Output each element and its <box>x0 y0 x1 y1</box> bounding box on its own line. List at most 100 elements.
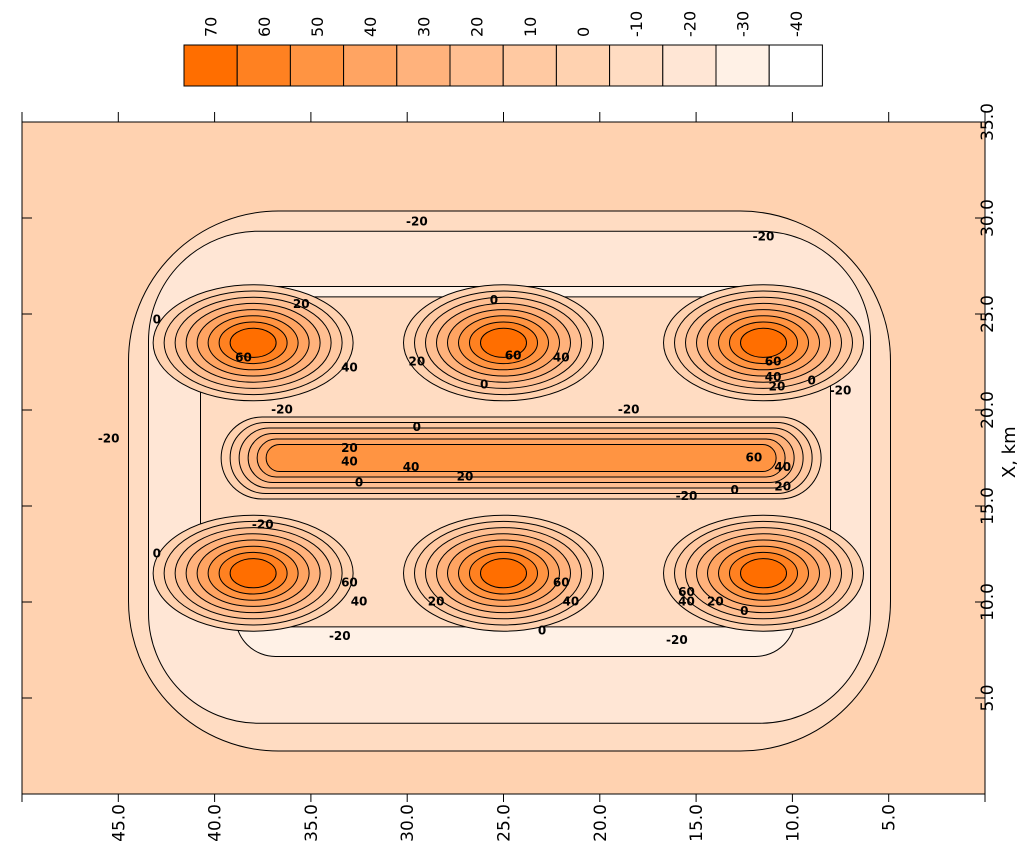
contour-label: -20 <box>329 629 351 643</box>
contour-label: 20 <box>293 297 310 311</box>
contour-label: 20 <box>428 595 445 609</box>
legend-label: 50 <box>308 17 327 37</box>
contour-label: 60 <box>505 349 522 363</box>
contour-label: 40 <box>774 460 791 474</box>
contour-label: 40 <box>678 595 695 609</box>
x-tick-label: 15.0 <box>978 487 998 525</box>
legend-swatch <box>396 44 451 87</box>
y-tick-label: 35.0 <box>302 804 322 842</box>
legend-label: 30 <box>414 17 433 37</box>
legend-swatch <box>662 44 717 87</box>
legend-swatch <box>236 44 291 87</box>
hot-spot <box>480 558 527 589</box>
hot-spot <box>740 327 788 358</box>
contour-label: 0 <box>807 374 815 388</box>
y-tick-label: 5.0 <box>880 804 900 831</box>
x-tick-label: 5.0 <box>978 684 998 711</box>
contour-label: -20 <box>666 633 688 647</box>
hot-spot <box>480 327 527 358</box>
legend-label: 70 <box>202 17 221 37</box>
x-tick-label: 10.0 <box>978 583 998 621</box>
contour-label: 60 <box>553 575 570 589</box>
contour-label: 40 <box>341 454 358 468</box>
hot-band <box>265 444 777 472</box>
hot-spot <box>740 558 788 589</box>
y-tick-label: 25.0 <box>495 804 515 842</box>
legend-swatch <box>289 44 345 87</box>
hot-spot <box>229 558 277 589</box>
contour-label: -20 <box>98 431 120 445</box>
contour-label: 0 <box>153 312 161 326</box>
x-tick-label: 25.0 <box>978 295 998 333</box>
hot-spot <box>229 327 277 358</box>
legend-label: -30 <box>734 11 753 37</box>
x-tick-label: 30.0 <box>978 199 998 237</box>
contour-label: 60 <box>765 355 782 369</box>
contour-label: 60 <box>235 351 252 365</box>
contour-label: 20 <box>769 379 786 393</box>
contour-label: 20 <box>457 470 474 484</box>
contour-label: -20 <box>676 489 698 503</box>
contour-label: 40 <box>553 351 570 365</box>
contour-label: -20 <box>830 383 852 397</box>
contour-label: -20 <box>252 518 274 532</box>
contour-label: 40 <box>403 460 420 474</box>
x-tick-label: 35.0 <box>978 103 998 141</box>
legend: 70 60 50 40 30 20 10 0 -10 -20 -30 -40 <box>183 11 823 87</box>
contour-label: 0 <box>153 547 161 561</box>
y-tick-label: 30.0 <box>398 804 418 842</box>
contour-label: 20 <box>408 355 425 369</box>
contour-label: 60 <box>746 451 763 465</box>
legend-swatch <box>715 44 770 87</box>
legend-label: 40 <box>361 17 380 37</box>
y-tick-label: 20.0 <box>591 804 611 842</box>
contour-label: 40 <box>765 370 782 384</box>
contour-label: 20 <box>774 479 791 493</box>
x-axis-label: X, km <box>999 426 1020 478</box>
y-tick-label: 40.0 <box>206 804 226 842</box>
contour-label: 0 <box>740 604 748 618</box>
contour-regions <box>128 210 891 752</box>
contour-label: 0 <box>490 293 498 307</box>
contour-label: 0 <box>413 420 421 434</box>
legend-swatch <box>343 44 398 87</box>
contour-label: 0 <box>480 378 488 392</box>
legend-label: -20 <box>680 11 699 37</box>
legend-swatch <box>768 44 823 87</box>
y-tick-label: 10.0 <box>783 804 803 842</box>
contour-label: -20 <box>618 403 640 417</box>
contour-label: 40 <box>341 360 358 374</box>
contour-label: -20 <box>271 403 293 417</box>
legend-label: 60 <box>255 17 274 37</box>
legend-label: 20 <box>468 17 487 37</box>
contour-label: 0 <box>730 483 738 497</box>
contour-label: 20 <box>341 441 358 455</box>
legend-swatch <box>609 44 664 87</box>
y-axis: 5.0 10.0 15.0 20.0 25.0 30.0 35.0 40.0 45.0 <box>21 112 986 842</box>
legend-swatch <box>502 44 557 87</box>
legend-swatch <box>555 44 611 87</box>
contour-label: 40 <box>351 595 368 609</box>
contour-label: 40 <box>563 595 580 609</box>
legend-label: -40 <box>787 11 806 37</box>
x-tick-label: 20.0 <box>978 391 998 429</box>
y-tick-label: 45.0 <box>109 804 129 842</box>
contour-label: 0 <box>538 623 546 637</box>
legend-swatch <box>183 44 238 87</box>
contour-label: 0 <box>355 475 363 489</box>
legend-label: -10 <box>627 11 646 37</box>
y-tick-label: 15.0 <box>687 804 707 842</box>
legend-swatch <box>449 44 504 87</box>
legend-label: 10 <box>521 17 540 37</box>
contour-label: -20 <box>406 214 428 228</box>
x-axis: 5.0 10.0 15.0 20.0 25.0 30.0 35.0 <box>22 103 998 795</box>
contour-label: 20 <box>707 595 724 609</box>
contour-label: -20 <box>753 230 775 244</box>
legend-label: 0 <box>574 27 593 37</box>
contour-label: 60 <box>341 575 358 589</box>
contour-label: 60 <box>678 585 695 599</box>
